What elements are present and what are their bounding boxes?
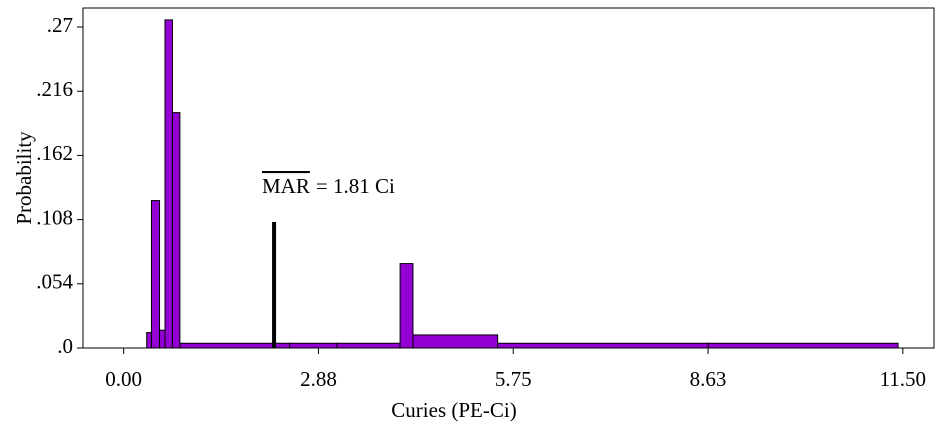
bar	[412, 334, 499, 349]
plot-frame	[82, 7, 935, 349]
x-tick-label: 2.88	[300, 367, 337, 391]
bar	[164, 19, 173, 349]
annotation: MAR = 1.81 Ci	[262, 174, 395, 198]
bar	[336, 342, 401, 349]
bar	[150, 200, 161, 349]
y-tick-label: .27	[47, 13, 73, 37]
x-tick-label: 8.63	[690, 367, 727, 391]
annotation-text: = 1.81 Ci	[316, 174, 395, 198]
y-tick-label: .0	[57, 334, 73, 358]
bar	[497, 342, 709, 349]
x-tick-label: 5.75	[495, 367, 532, 391]
x-tick-label: 0.00	[105, 367, 142, 391]
y-tick-label: .216	[36, 77, 73, 101]
bar	[146, 332, 152, 349]
bar	[289, 342, 338, 349]
bar	[399, 263, 414, 349]
x-axis-label: Curies (PE-Ci)	[391, 398, 516, 422]
y-axis-label: Probability	[12, 131, 36, 225]
bar	[171, 112, 181, 349]
y-tick-label: .162	[36, 141, 73, 165]
y-tick-label: .108	[36, 205, 73, 229]
y-tick-label: .054	[36, 270, 73, 294]
x-tick-label: 11.50	[880, 367, 926, 391]
bar	[159, 329, 166, 349]
bar	[707, 342, 899, 349]
annotation-overlined: MAR	[262, 174, 310, 198]
